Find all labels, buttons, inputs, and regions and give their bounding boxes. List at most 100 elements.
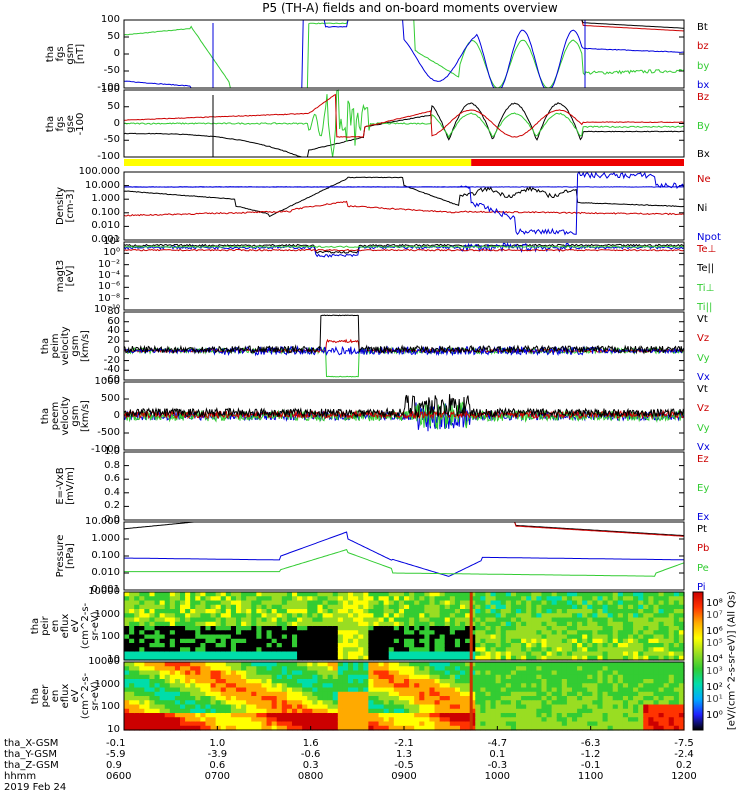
spectrogram-cell	[653, 609, 660, 614]
spectrogram-cell	[393, 670, 400, 676]
spectrogram-cell	[449, 666, 456, 672]
spectrogram-cell	[460, 679, 466, 684]
spectrogram-cell	[307, 679, 313, 684]
spectrogram-cell	[454, 592, 461, 597]
spectrogram-cell	[409, 725, 415, 731]
spectrogram-cell	[592, 679, 599, 684]
spectrogram-cell	[169, 717, 176, 723]
spectrogram-cell	[215, 691, 222, 697]
spectrogram-cell	[622, 700, 629, 706]
spectrogram-cell	[485, 666, 492, 672]
spectrogram-cell	[373, 655, 380, 661]
spectrogram-cell	[220, 647, 227, 653]
spectrogram-cell	[536, 704, 543, 710]
spectrogram-cell	[495, 638, 502, 644]
spectrogram-cell	[256, 704, 263, 710]
spectrogram-cell	[271, 713, 278, 718]
spectrogram-cell	[312, 662, 319, 667]
spectrogram-cell	[607, 674, 614, 680]
spectrogram-cell	[302, 592, 308, 597]
spectrogram-cell	[317, 691, 324, 697]
spectrogram-cell	[225, 643, 232, 648]
spectrogram-cell	[531, 670, 537, 676]
spectrogram-cell	[633, 666, 639, 672]
spectrogram-cell	[210, 651, 217, 657]
footer-value: -0.1	[106, 738, 126, 749]
spectrogram-cell	[302, 643, 308, 648]
spectrogram-cell	[673, 713, 680, 718]
spectrogram-cell	[302, 621, 308, 627]
spectrogram-cell	[546, 721, 553, 727]
spectrogram-cell	[566, 662, 573, 667]
spectrogram-cell	[393, 679, 400, 684]
spectrogram-cell	[154, 704, 161, 710]
spectrogram-cell	[531, 626, 537, 631]
spectrogram-cell	[393, 600, 400, 606]
spectrogram-cell	[276, 691, 283, 697]
spectrogram-cell	[368, 626, 375, 631]
electron-spectrogram-cells	[124, 662, 685, 731]
spectrogram-cell	[337, 647, 344, 653]
spectrogram-cell	[149, 613, 156, 619]
spectrogram-cell	[378, 713, 385, 718]
spectrogram-cell	[174, 600, 181, 606]
spectrogram-cell	[404, 634, 410, 640]
spectrogram-cell	[566, 638, 573, 644]
spectrogram-cell	[577, 704, 583, 710]
spectrogram-cell	[516, 670, 522, 676]
spectrogram-cell	[368, 691, 375, 697]
spectrogram-cell	[561, 604, 568, 610]
spectrogram-cell	[169, 670, 176, 676]
spectrogram-cell	[678, 617, 685, 623]
spectrogram-cell	[220, 683, 227, 689]
spectrogram-cell	[169, 604, 176, 610]
spectrogram-cell	[643, 679, 649, 684]
footer-value: 1.0	[209, 738, 226, 749]
spectrogram-cell	[129, 670, 135, 676]
spectrogram-cell	[134, 662, 140, 667]
series-bt	[124, 19, 684, 29]
colorbar-tick: 10²	[706, 682, 723, 693]
spectrogram-cell	[185, 638, 191, 644]
spectrogram-cell	[332, 662, 339, 667]
spectrogram-cell	[205, 666, 212, 672]
spectrogram-cell	[373, 674, 380, 680]
spectrogram-cell	[169, 687, 176, 693]
spectrogram-cell	[414, 596, 420, 602]
spectrogram-cell	[159, 651, 166, 657]
spectrogram-cell	[419, 704, 425, 710]
spectrogram-cell	[485, 613, 492, 619]
spectrogram-cell	[592, 655, 599, 661]
spectrogram-cell	[286, 651, 293, 657]
spectrogram-cell	[312, 655, 319, 661]
spectrogram-cell	[286, 700, 293, 706]
spectrogram-cell	[322, 604, 329, 610]
spectrogram-cell	[607, 679, 614, 684]
spectrogram-cell	[470, 683, 476, 689]
panel-frame	[123, 171, 685, 241]
spectrogram-cell	[185, 717, 191, 723]
spectrogram-cell	[195, 662, 201, 667]
spectrogram-cell	[526, 725, 532, 731]
spectrogram-cell	[607, 717, 614, 723]
y-tick-label: -60	[103, 374, 120, 385]
spectrogram-cell	[174, 687, 181, 693]
spectrogram-cell	[164, 596, 171, 602]
spectrogram-cell	[678, 696, 685, 701]
spectrogram-cell	[577, 651, 583, 657]
spectrogram-cell	[129, 696, 135, 701]
spectrogram-cell	[149, 592, 156, 597]
spectrogram-cell	[159, 617, 166, 623]
spectrogram-cell	[236, 704, 242, 710]
spectrogram-cell	[332, 604, 339, 610]
spectrogram-cell	[312, 700, 319, 706]
spectrogram-cell	[638, 662, 644, 667]
spectrogram-cell	[358, 662, 364, 667]
spectrogram-cell	[236, 626, 242, 631]
spectrogram-cell	[572, 666, 578, 672]
spectrogram-cell	[449, 609, 456, 614]
spectrogram-cell	[531, 634, 537, 640]
spectrogram-cell	[577, 687, 583, 693]
spectrogram-cell	[541, 643, 548, 648]
spectrogram-cell	[225, 679, 232, 684]
